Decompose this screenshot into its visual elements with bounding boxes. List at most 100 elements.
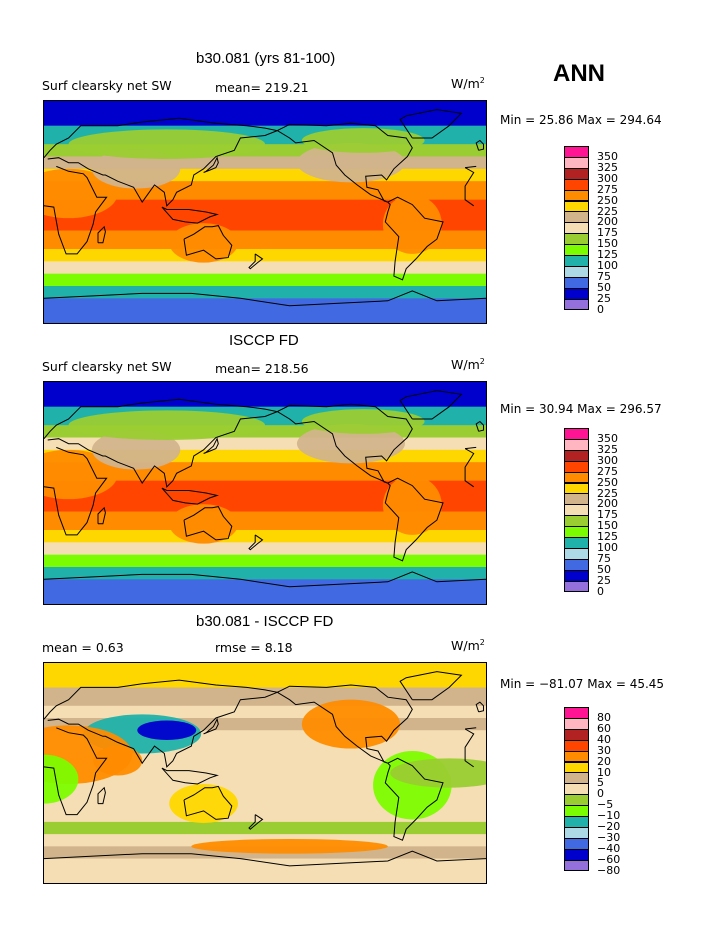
map-zonal-band xyxy=(44,230,486,250)
map-regional-patch xyxy=(68,129,265,159)
panel-obs-variable: Surf clearsky net SW xyxy=(42,359,172,374)
map-zonal-band xyxy=(44,809,486,823)
legend-swatch xyxy=(564,298,589,311)
legend-label: 125 xyxy=(597,530,618,544)
map-coastline xyxy=(183,785,233,820)
map-zonal-band xyxy=(44,382,486,408)
legend-label: 5 xyxy=(597,776,604,790)
map-coastline xyxy=(183,506,233,541)
map-coastline xyxy=(97,225,106,244)
legend-label: 50 xyxy=(597,562,611,576)
map-diff-svg xyxy=(44,663,486,883)
map-regional-patch xyxy=(301,409,425,434)
map-regional-patch xyxy=(169,223,238,263)
legend-label: 225 xyxy=(597,486,618,500)
map-coastline xyxy=(183,225,233,260)
map-coastline xyxy=(248,253,264,270)
panel-diff-minmax: Min = −81.07 Max = 45.45 xyxy=(500,677,665,691)
map-regional-patch xyxy=(296,423,405,464)
panel-obs-map xyxy=(43,381,487,605)
map-coastline xyxy=(465,727,477,730)
map-coastline xyxy=(384,757,444,841)
map-zonal-band xyxy=(44,542,486,556)
legend-absolute-2: 350 325 300 275 250 225 200 175 150 125 100 75 50 25 0 xyxy=(564,428,624,597)
map-coastline xyxy=(44,679,280,768)
map-coastline xyxy=(44,290,486,307)
map-obs-svg xyxy=(44,382,486,604)
legend-label: 175 xyxy=(597,226,618,240)
legend-label: 60 xyxy=(597,721,611,735)
legend-swatch xyxy=(564,859,589,872)
legend-label: 350 xyxy=(597,150,618,163)
map-coastline xyxy=(97,786,106,805)
legend-label: −20 xyxy=(597,820,621,833)
map-zonal-band xyxy=(44,511,486,531)
panel-diff-units: W/m2 xyxy=(451,638,485,654)
legend-label: 275 xyxy=(597,464,618,478)
map-coastline xyxy=(465,446,477,450)
legend-label: 20 xyxy=(597,754,611,768)
map-coastline xyxy=(384,477,444,562)
legend-difference: 80 60 40 30 20 10 5 0 −5 −10 −20 −30 −40 −60 −80 xyxy=(564,707,624,876)
legend-label: 0 xyxy=(597,787,604,801)
legend-label: −10 xyxy=(597,809,621,823)
legend-label: 10 xyxy=(597,765,611,779)
map-regional-patch xyxy=(191,839,388,854)
map-coastline xyxy=(203,717,219,735)
map-coastline xyxy=(203,156,219,173)
legend-label: 150 xyxy=(597,237,618,251)
map-zonal-band xyxy=(44,567,486,580)
map-coastline xyxy=(44,446,108,536)
legend-label: −40 xyxy=(597,841,621,855)
map-coastline xyxy=(475,701,484,713)
legend-label: 100 xyxy=(597,259,618,272)
legend-label: 50 xyxy=(597,280,611,294)
map-coastline xyxy=(161,206,219,224)
legend-label: 150 xyxy=(597,519,618,533)
panel-model-variable: Surf clearsky net SW xyxy=(42,78,172,93)
map-zonal-band xyxy=(44,249,486,262)
map-regional-patch xyxy=(382,475,442,535)
legend-label: 300 xyxy=(597,171,618,185)
map-regional-patch xyxy=(169,504,238,544)
map-regional-patch xyxy=(382,194,442,254)
panel-model-units: W/m2 xyxy=(451,76,485,92)
legend-label: 325 xyxy=(597,442,618,456)
legend-label: −60 xyxy=(597,852,621,866)
map-coastline xyxy=(44,850,486,867)
map-zonal-band xyxy=(44,663,486,688)
legend-label: 225 xyxy=(597,204,618,218)
legend-label: 200 xyxy=(597,215,618,229)
map-coastline xyxy=(161,487,219,505)
map-regional-patch xyxy=(44,449,118,500)
map-zonal-band xyxy=(44,261,486,275)
panel-model-map xyxy=(43,100,487,324)
map-regional-patch xyxy=(390,758,486,788)
map-regional-patch xyxy=(44,168,118,219)
map-coastline xyxy=(464,728,475,768)
map-coastline xyxy=(44,727,108,816)
legend-label: 200 xyxy=(597,497,618,511)
map-regional-patch xyxy=(91,149,181,189)
panel-diff-mean: mean = 0.63 xyxy=(42,640,124,655)
legend-label: 75 xyxy=(597,269,611,283)
panel-diff-title: b30.081 - ISCCP FD xyxy=(196,613,334,630)
map-regional-patch xyxy=(301,128,425,153)
map-zonal-band xyxy=(44,273,486,287)
panel-obs-title: ISCCP FD xyxy=(229,332,299,349)
legend-label: 40 xyxy=(597,732,611,746)
map-regional-patch xyxy=(44,754,79,804)
legend-label: 275 xyxy=(597,182,618,196)
panel-obs-minmax: Min = 30.94 Max = 296.57 xyxy=(500,402,662,416)
legend-label: 80 xyxy=(597,711,611,724)
legend-label: −5 xyxy=(597,798,614,812)
map-coastline xyxy=(44,117,280,207)
legend-label: 30 xyxy=(597,743,611,757)
map-coastline xyxy=(276,403,413,484)
map-coastline xyxy=(399,390,463,420)
map-regional-patch xyxy=(169,784,238,824)
map-model-svg xyxy=(44,101,486,323)
map-coastline xyxy=(465,165,477,169)
map-coastline xyxy=(276,122,413,203)
map-zonal-band xyxy=(44,705,486,719)
